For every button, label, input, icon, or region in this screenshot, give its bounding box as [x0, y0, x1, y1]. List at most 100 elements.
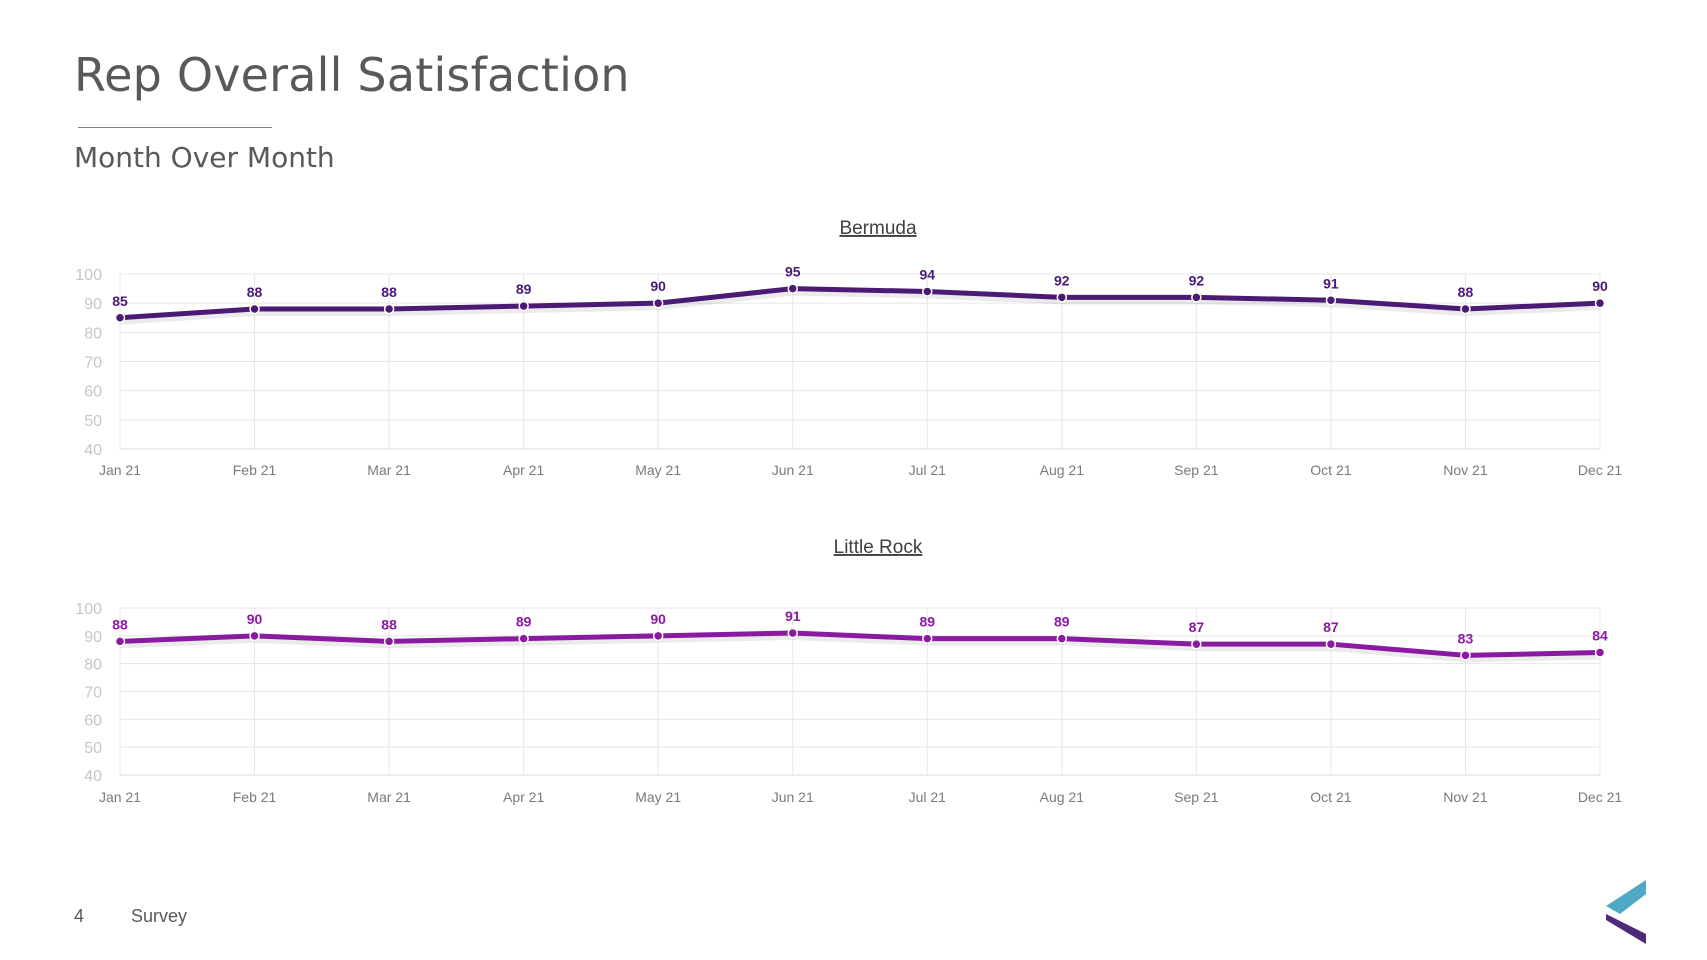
data-point [518, 633, 529, 644]
y-tick-label: 80 [84, 657, 102, 674]
x-tick-label: Oct 21 [1310, 462, 1351, 478]
title-underline [78, 127, 272, 128]
data-label: 89 [919, 614, 935, 630]
data-label: 84 [1592, 628, 1608, 644]
data-label: 88 [112, 616, 128, 632]
page-title: Rep Overall Satisfaction [74, 48, 630, 102]
x-tick-label: Feb 21 [233, 462, 277, 478]
logo-icon [1606, 880, 1646, 944]
data-label: 89 [1054, 614, 1070, 630]
y-tick-label: 90 [84, 296, 102, 313]
data-label: 88 [1458, 284, 1474, 300]
data-point [1325, 295, 1337, 306]
y-tick-label: 50 [84, 413, 102, 430]
data-point [1460, 303, 1471, 315]
data-label: 94 [919, 267, 935, 283]
data-label: 89 [516, 281, 532, 297]
data-label: 87 [1189, 619, 1205, 635]
data-point [1594, 297, 1606, 309]
page-number: 4 [74, 906, 85, 926]
data-label: 88 [247, 284, 263, 300]
series-line-shadow [119, 289, 1601, 325]
data-label: 92 [1189, 272, 1205, 288]
x-tick-label: Apr 21 [503, 789, 544, 805]
x-tick-label: Sep 21 [1174, 789, 1219, 805]
bermuda-chart: Bermuda 40 50 60 70 80 90 100 Jan 21 Feb 21 Mar 21… [75, 218, 1623, 478]
y-tick-label: 50 [84, 740, 102, 757]
x-tick-label: Aug 21 [1040, 789, 1085, 805]
data-point [652, 630, 664, 642]
data-label: 92 [1054, 272, 1070, 288]
y-tick-label: 70 [84, 685, 102, 702]
data-label: 88 [381, 616, 397, 632]
data-label: 89 [516, 614, 532, 630]
y-tick-label: 60 [84, 384, 102, 401]
data-point [787, 283, 798, 294]
x-tick-label: Jul 21 [909, 462, 947, 478]
data-point [1191, 292, 1202, 303]
data-point [1325, 638, 1337, 650]
data-label: 90 [1592, 278, 1608, 294]
data-label: 90 [650, 278, 666, 294]
data-label: 90 [650, 611, 666, 627]
x-tick-label: Nov 21 [1443, 462, 1488, 478]
data-point [249, 630, 260, 642]
footer-label: Survey [131, 906, 188, 926]
data-label: 95 [785, 264, 801, 280]
data-point [1594, 647, 1606, 658]
x-tick-label: Dec 21 [1578, 462, 1623, 478]
data-point [1191, 638, 1202, 650]
series-line [117, 630, 1603, 658]
x-tick-label: May 21 [635, 789, 681, 805]
data-point [1460, 650, 1471, 661]
x-tick-label: Apr 21 [503, 462, 544, 478]
data-point [1056, 292, 1068, 303]
x-tick-label: Aug 21 [1040, 462, 1085, 478]
data-label: 83 [1458, 630, 1474, 646]
data-point [1056, 633, 1068, 644]
logo-purple-shape [1606, 914, 1646, 944]
x-tick-label: Sep 21 [1174, 462, 1219, 478]
y-tick-label: 90 [84, 629, 102, 646]
data-label: 91 [1323, 275, 1339, 291]
x-tick-label: Oct 21 [1310, 789, 1351, 805]
chart-title: Bermuda [839, 218, 917, 239]
data-point [383, 303, 395, 315]
data-point [383, 636, 395, 647]
data-point [249, 303, 260, 315]
x-tick-label: Mar 21 [367, 789, 411, 805]
y-tick-label: 80 [84, 325, 102, 342]
data-point [114, 312, 126, 323]
x-tick-label: Feb 21 [233, 789, 277, 805]
x-tick-label: May 21 [635, 462, 681, 478]
x-tick-label: Jan 21 [99, 789, 141, 805]
y-tick-label: 70 [84, 355, 102, 372]
y-tick-label: 60 [84, 712, 102, 729]
series-line [117, 286, 1603, 321]
data-label: 91 [785, 608, 801, 624]
y-tick-label: 40 [84, 442, 102, 459]
data-point [787, 627, 798, 639]
page-subtitle: Month Over Month [74, 141, 335, 174]
little-rock-chart: Little Rock 40 50 60 70 80 90 100 Jan 21 Feb 21 Ma… [75, 537, 1623, 805]
data-point [922, 286, 933, 297]
data-label: 85 [112, 293, 128, 309]
data-label: 87 [1323, 619, 1339, 635]
data-point [652, 297, 664, 309]
logo-teal-shape [1606, 880, 1646, 914]
x-tick-label: Jul 21 [909, 789, 947, 805]
data-point [518, 300, 529, 312]
data-point [922, 633, 933, 644]
series-line-shadow [119, 634, 1601, 663]
chart-title: Little Rock [834, 537, 923, 558]
x-tick-label: Nov 21 [1443, 789, 1488, 805]
x-tick-label: Dec 21 [1578, 789, 1623, 805]
y-tick-label: 100 [75, 267, 102, 284]
x-tick-label: Jun 21 [772, 462, 814, 478]
y-tick-label: 100 [75, 601, 102, 618]
x-tick-label: Jan 21 [99, 462, 141, 478]
y-tick-label: 40 [84, 768, 102, 785]
data-point [114, 636, 126, 647]
data-label: 88 [381, 284, 397, 300]
x-tick-label: Jun 21 [772, 789, 814, 805]
